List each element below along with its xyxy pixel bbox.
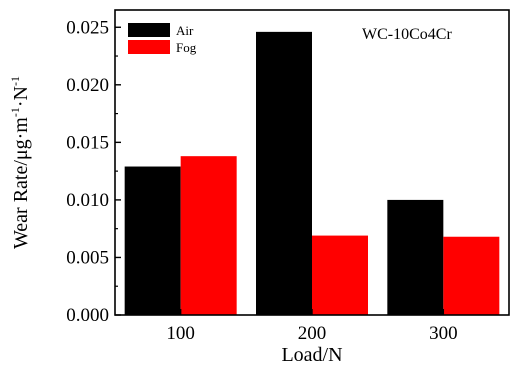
legend-swatch-air xyxy=(128,23,170,37)
x-tick-label-100: 100 xyxy=(166,323,195,344)
y-axis-label-mid: ·N xyxy=(10,86,32,107)
y-axis-label: Wear Rate/μg·m-1·N-1 xyxy=(8,76,32,249)
legend: Air Fog xyxy=(128,23,197,55)
bar-fog-200 xyxy=(312,235,368,315)
y-tick-label-0.015: 0.015 xyxy=(66,132,109,153)
material-annotation: WC-10Co4Cr xyxy=(362,26,452,43)
y-tick-label-0.010: 0.010 xyxy=(66,190,109,211)
y-axis-label-main: Wear Rate/μg·m xyxy=(10,117,32,249)
bar-fog-300 xyxy=(443,236,500,315)
plot-frame xyxy=(114,9,510,316)
bar-air-100 xyxy=(124,166,181,315)
x-tick-label-300: 300 xyxy=(429,323,458,344)
y-tick-label-0.025: 0.025 xyxy=(66,17,109,38)
y-tick-label-0.005: 0.005 xyxy=(66,247,109,268)
legend-swatch-fog xyxy=(128,40,170,54)
y-axis-label-sup2: -1 xyxy=(8,76,22,86)
bar-fog-100 xyxy=(180,156,237,315)
y-tick-label-0.000: 0.000 xyxy=(66,305,109,326)
bars xyxy=(124,31,500,316)
legend-label-fog: Fog xyxy=(176,40,197,55)
y-axis-label-sup1: -1 xyxy=(8,107,22,117)
x-tick-label-200: 200 xyxy=(298,323,327,344)
legend-label-air: Air xyxy=(176,23,194,38)
x-axis-label: Load/N xyxy=(281,344,342,366)
axis-ticks: 100 200 300 0.000 0.005 0.010 0.015 0.020 0.025 xyxy=(66,17,457,344)
y-tick-label-0.020: 0.020 xyxy=(66,75,109,96)
bar-air-300 xyxy=(387,199,444,315)
bar-air-200 xyxy=(256,31,312,316)
